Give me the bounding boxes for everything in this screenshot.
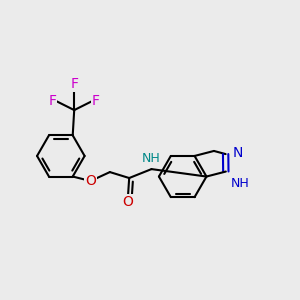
Text: NH: NH xyxy=(142,152,161,165)
Text: F: F xyxy=(48,94,56,108)
Text: N: N xyxy=(232,146,242,161)
Text: NH: NH xyxy=(231,178,250,190)
Text: O: O xyxy=(85,174,96,188)
Text: O: O xyxy=(122,195,133,209)
Text: F: F xyxy=(92,94,100,108)
Text: F: F xyxy=(70,77,78,91)
